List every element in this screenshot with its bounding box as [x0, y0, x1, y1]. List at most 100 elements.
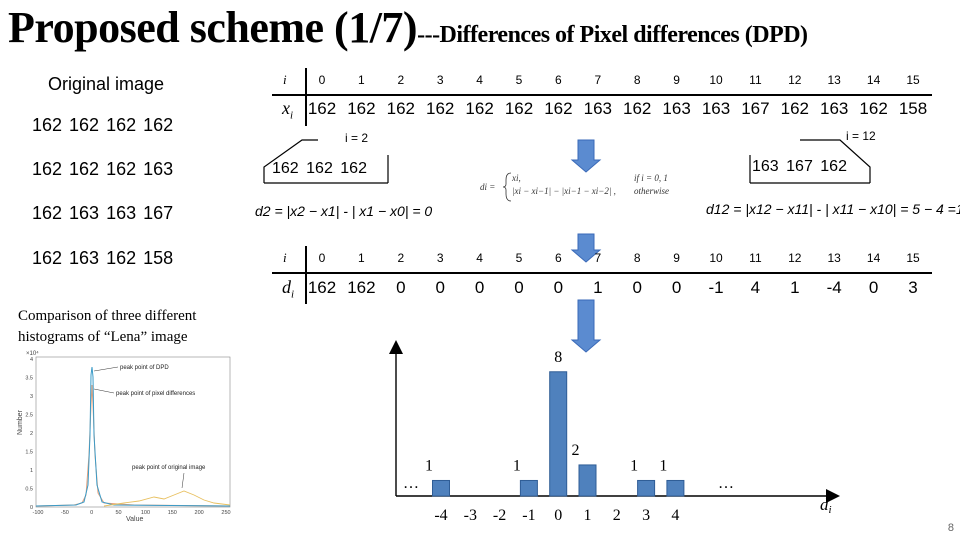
- d-value-8: 0: [632, 278, 642, 297]
- bottom-index-7: 7: [594, 251, 602, 265]
- bottom-index-8: 8: [633, 251, 641, 265]
- x-value-4: 162: [465, 99, 494, 118]
- arrow-down-1: [570, 139, 602, 173]
- d-label: di: [282, 277, 295, 301]
- histogram-caption: Comparison of three different histograms…: [18, 308, 197, 345]
- thumb-curve-dpd: [35, 366, 231, 507]
- x-tick-0: 0: [554, 507, 562, 524]
- thumb-scale: ×10⁴: [26, 350, 39, 357]
- d-value-5: 0: [514, 278, 524, 297]
- x-tick-3: 3: [642, 507, 650, 524]
- slide-number: 8: [947, 522, 954, 534]
- thumb-xlabel: Value: [126, 516, 143, 523]
- top-index-8: 8: [633, 73, 641, 87]
- formula-case1-cond: if i = 0, 1: [634, 173, 668, 183]
- left-bracket-outline: [263, 139, 318, 183]
- x-value-1: 162: [347, 99, 376, 118]
- bottom-index-10: 10: [709, 251, 723, 265]
- x-tick--3: -3: [464, 507, 477, 524]
- thumb-annot-line-2: [93, 388, 115, 394]
- formula-lhs: di =: [480, 182, 496, 192]
- thumb-xtick-4: 100: [141, 510, 150, 516]
- example-right-values: 163 167 162: [752, 158, 847, 175]
- formula-case2-cond: otherwise: [634, 186, 669, 196]
- top-index-11: 11: [749, 73, 762, 87]
- thumb-xtick-1: -50: [61, 510, 69, 516]
- d-value-14: 0: [868, 278, 879, 297]
- x-value-2: 162: [386, 99, 415, 118]
- d-value-2: 0: [396, 278, 406, 297]
- example-right-i: i = 12: [846, 129, 876, 143]
- bottom-index-11: 11: [749, 251, 762, 265]
- arrow-down-3: [570, 299, 602, 353]
- top-index-5: 5: [515, 73, 523, 87]
- d-value-0: 162: [307, 278, 337, 297]
- top-index-3: 3: [436, 73, 444, 87]
- slide-title-main: Proposed scheme (1/7): [8, 3, 418, 52]
- thumb-annot-line-1: [93, 366, 119, 372]
- bottom-index-1: 1: [358, 251, 365, 265]
- chart-ellipsis-right: …: [718, 475, 734, 492]
- thumb-annot-original: peak point of original image: [132, 465, 206, 471]
- x-value-12: 162: [780, 99, 809, 118]
- thumb-curve-original: [103, 490, 231, 507]
- x-value-11: 167: [741, 99, 770, 118]
- thumb-ytick-6: 1: [30, 468, 33, 474]
- example-left-i: i = 2: [345, 131, 369, 145]
- top-table-hline: [272, 94, 932, 96]
- thumb-ytick-5: 1.5: [25, 450, 33, 456]
- i-label-top: i: [283, 72, 287, 87]
- bottom-index-2: 2: [397, 251, 405, 265]
- chart-xlabel: di: [820, 495, 832, 516]
- x-value-14: 162: [859, 99, 888, 118]
- bar-label-4: 1: [659, 457, 667, 474]
- d-value-12: 1: [790, 278, 800, 297]
- top-index-1: 1: [358, 73, 365, 87]
- x-value-8: 162: [623, 99, 652, 118]
- top-index-6: 6: [555, 73, 562, 87]
- thumb-xtick-7: 250: [221, 510, 230, 516]
- d-value-10: -1: [708, 278, 724, 297]
- thumb-annot-dpd: peak point of DPD: [120, 365, 169, 371]
- thumb-ytick-7: 0.5: [25, 487, 33, 493]
- bottom-table-hline: [272, 272, 932, 274]
- top-index-12: 12: [788, 73, 802, 87]
- thumb-ytick-3: 2.5: [25, 413, 33, 419]
- thumb-ytick-8: 0: [30, 505, 33, 511]
- thumb-x-ticks: -100 -50 0 50 100 150 200 250: [32, 510, 230, 516]
- slide-title-sub: ---Differences of Pixel differences (DPD…: [417, 22, 808, 48]
- thumb-xtick-3: 50: [116, 510, 122, 516]
- thumb-xtick-6: 200: [195, 510, 204, 516]
- x-tick-4: 4: [671, 507, 679, 524]
- slide-title: Proposed scheme (1/7)---Differences of P…: [8, 2, 808, 53]
- d-value-13: -4: [826, 278, 842, 297]
- thumb-ytick-4: 2: [30, 431, 33, 437]
- top-index-4: 4: [476, 73, 483, 87]
- bar-0: [549, 371, 568, 497]
- bottom-index-9: 9: [673, 251, 680, 265]
- thumb-ytick-2: 3: [30, 394, 33, 400]
- original-image-label: Original image: [48, 74, 165, 94]
- x-value-3: 162: [426, 99, 455, 118]
- i-label-bottom: i: [283, 250, 287, 265]
- x-tick--4: -4: [434, 507, 447, 524]
- thumb-xtick-5: 150: [168, 510, 177, 516]
- original-row-3: 162 163 162 158: [32, 248, 174, 268]
- bar-3: [637, 479, 656, 497]
- x-value-5: 162: [504, 99, 534, 118]
- d-value-11: 4: [750, 278, 761, 297]
- formula-case1: xi,: [512, 173, 521, 183]
- top-index-14: 14: [866, 73, 881, 87]
- x-tick--1: -1: [522, 507, 535, 524]
- bar-label--1: 1: [513, 457, 521, 474]
- x-label: xi: [282, 98, 294, 122]
- example-right-equation: d12 = |x12 − x11| - | x11 − x10| = 5 − 4…: [706, 201, 960, 217]
- d-value-1: 162: [347, 278, 376, 297]
- example-left-values: 162 162 162: [272, 160, 367, 177]
- bar-label--4: 1: [425, 457, 433, 474]
- x-value-0: 162: [307, 99, 337, 118]
- d-value-6: 0: [553, 278, 564, 297]
- original-row-1: 162 162 162 163: [32, 159, 174, 179]
